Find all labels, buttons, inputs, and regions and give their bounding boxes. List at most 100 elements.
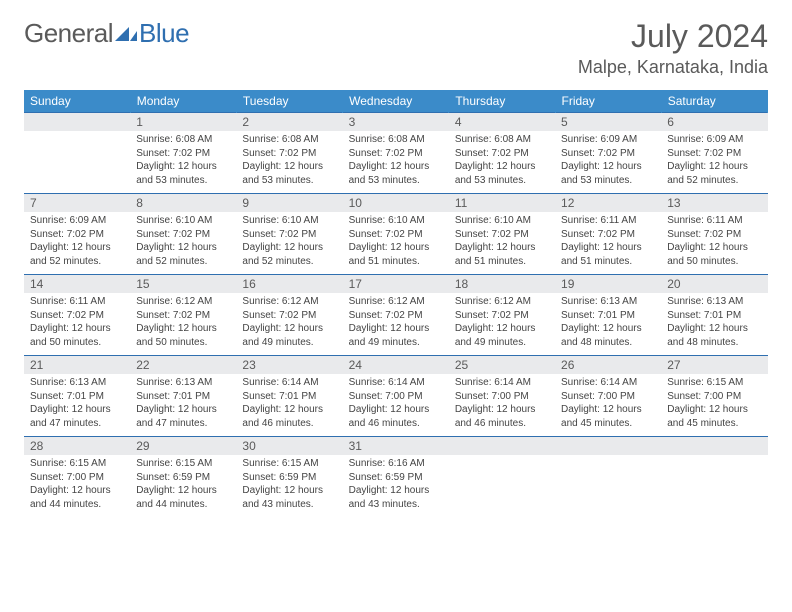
sunrise-text: Sunrise: 6:13 AM [136,376,230,390]
logo-text-b: Blue [139,18,189,49]
month-title: July 2024 [578,18,768,55]
sunset-text: Sunset: 7:02 PM [136,309,230,323]
day-detail: Sunrise: 6:09 AMSunset: 7:02 PMDaylight:… [555,131,661,194]
sunset-text: Sunset: 7:02 PM [667,228,761,242]
sunset-text: Sunset: 7:01 PM [561,309,655,323]
dow-tuesday: Tuesday [236,90,342,113]
day-detail: Sunrise: 6:08 AMSunset: 7:02 PMDaylight:… [236,131,342,194]
sunrise-text: Sunrise: 6:13 AM [561,295,655,309]
day-number: 28 [24,437,130,456]
sunset-text: Sunset: 7:02 PM [455,147,549,161]
title-block: July 2024 Malpe, Karnataka, India [578,18,768,78]
day-number: 19 [555,275,661,294]
daylight-text: Daylight: 12 hours and 53 minutes. [136,160,230,187]
day-detail: Sunrise: 6:14 AMSunset: 7:01 PMDaylight:… [236,374,342,437]
day-detail: Sunrise: 6:09 AMSunset: 7:02 PMDaylight:… [24,212,130,275]
daylight-text: Daylight: 12 hours and 46 minutes. [349,403,443,430]
sunset-text: Sunset: 7:00 PM [30,471,124,485]
day-detail: Sunrise: 6:12 AMSunset: 7:02 PMDaylight:… [449,293,555,356]
day-detail: Sunrise: 6:13 AMSunset: 7:01 PMDaylight:… [555,293,661,356]
week5-details: Sunrise: 6:15 AMSunset: 7:00 PMDaylight:… [24,455,768,517]
week5-daynums: 28 29 30 31 [24,437,768,456]
day-number: 1 [130,113,236,132]
sunrise-text: Sunrise: 6:14 AM [561,376,655,390]
daylight-text: Daylight: 12 hours and 51 minutes. [455,241,549,268]
day-number: 8 [130,194,236,213]
day-number: 20 [661,275,767,294]
day-number: 25 [449,356,555,375]
sunset-text: Sunset: 7:01 PM [30,390,124,404]
sunset-text: Sunset: 6:59 PM [136,471,230,485]
logo-triangle-icon [115,27,137,41]
sunrise-text: Sunrise: 6:13 AM [667,295,761,309]
daylight-text: Daylight: 12 hours and 51 minutes. [349,241,443,268]
daylight-text: Daylight: 12 hours and 49 minutes. [242,322,336,349]
location-subtitle: Malpe, Karnataka, India [578,57,768,78]
dow-thursday: Thursday [449,90,555,113]
sunset-text: Sunset: 7:01 PM [667,309,761,323]
sunset-text: Sunset: 7:02 PM [561,147,655,161]
day-detail: Sunrise: 6:12 AMSunset: 7:02 PMDaylight:… [343,293,449,356]
daylight-text: Daylight: 12 hours and 49 minutes. [349,322,443,349]
day-detail: Sunrise: 6:12 AMSunset: 7:02 PMDaylight:… [130,293,236,356]
sunset-text: Sunset: 7:01 PM [136,390,230,404]
sunrise-text: Sunrise: 6:09 AM [667,133,761,147]
daylight-text: Daylight: 12 hours and 50 minutes. [30,322,124,349]
day-number: 24 [343,356,449,375]
day-number: 10 [343,194,449,213]
day-number: 9 [236,194,342,213]
day-number: 21 [24,356,130,375]
day-number: 14 [24,275,130,294]
sunrise-text: Sunrise: 6:15 AM [136,457,230,471]
day-number: 16 [236,275,342,294]
day-detail: Sunrise: 6:09 AMSunset: 7:02 PMDaylight:… [661,131,767,194]
sunrise-text: Sunrise: 6:08 AM [242,133,336,147]
daylight-text: Daylight: 12 hours and 52 minutes. [30,241,124,268]
week1-details: Sunrise: 6:08 AMSunset: 7:02 PMDaylight:… [24,131,768,194]
sunrise-text: Sunrise: 6:12 AM [136,295,230,309]
sunrise-text: Sunrise: 6:09 AM [30,214,124,228]
sunrise-text: Sunrise: 6:10 AM [349,214,443,228]
daylight-text: Daylight: 12 hours and 49 minutes. [455,322,549,349]
day-number: 31 [343,437,449,456]
sunset-text: Sunset: 7:02 PM [242,228,336,242]
daylight-text: Daylight: 12 hours and 48 minutes. [667,322,761,349]
sunrise-text: Sunrise: 6:10 AM [136,214,230,228]
week2-daynums: 7 8 9 10 11 12 13 [24,194,768,213]
daylight-text: Daylight: 12 hours and 44 minutes. [136,484,230,511]
sunset-text: Sunset: 7:02 PM [242,147,336,161]
sunrise-text: Sunrise: 6:15 AM [242,457,336,471]
sunrise-text: Sunrise: 6:14 AM [349,376,443,390]
daylight-text: Daylight: 12 hours and 45 minutes. [561,403,655,430]
daylight-text: Daylight: 12 hours and 50 minutes. [136,322,230,349]
sunset-text: Sunset: 7:02 PM [667,147,761,161]
daylight-text: Daylight: 12 hours and 53 minutes. [561,160,655,187]
daylight-text: Daylight: 12 hours and 43 minutes. [242,484,336,511]
dow-friday: Friday [555,90,661,113]
week4-daynums: 21 22 23 24 25 26 27 [24,356,768,375]
daylight-text: Daylight: 12 hours and 53 minutes. [455,160,549,187]
day-number: 3 [343,113,449,132]
sunrise-text: Sunrise: 6:08 AM [455,133,549,147]
sunrise-text: Sunrise: 6:12 AM [349,295,443,309]
day-number: 12 [555,194,661,213]
sunset-text: Sunset: 6:59 PM [349,471,443,485]
day-detail: Sunrise: 6:13 AMSunset: 7:01 PMDaylight:… [661,293,767,356]
day-detail: Sunrise: 6:10 AMSunset: 7:02 PMDaylight:… [343,212,449,275]
logo-text-a: General [24,18,113,49]
day-number: 23 [236,356,342,375]
sunrise-text: Sunrise: 6:15 AM [30,457,124,471]
day-number: 7 [24,194,130,213]
sunrise-text: Sunrise: 6:12 AM [242,295,336,309]
day-number: 17 [343,275,449,294]
day-detail: Sunrise: 6:13 AMSunset: 7:01 PMDaylight:… [24,374,130,437]
sunset-text: Sunset: 7:00 PM [667,390,761,404]
sunset-text: Sunset: 7:02 PM [561,228,655,242]
day-detail: Sunrise: 6:08 AMSunset: 7:02 PMDaylight:… [130,131,236,194]
dow-sunday: Sunday [24,90,130,113]
day-detail: Sunrise: 6:14 AMSunset: 7:00 PMDaylight:… [449,374,555,437]
sunrise-text: Sunrise: 6:08 AM [349,133,443,147]
day-detail: Sunrise: 6:15 AMSunset: 6:59 PMDaylight:… [236,455,342,517]
day-detail: Sunrise: 6:14 AMSunset: 7:00 PMDaylight:… [343,374,449,437]
sunrise-text: Sunrise: 6:11 AM [30,295,124,309]
